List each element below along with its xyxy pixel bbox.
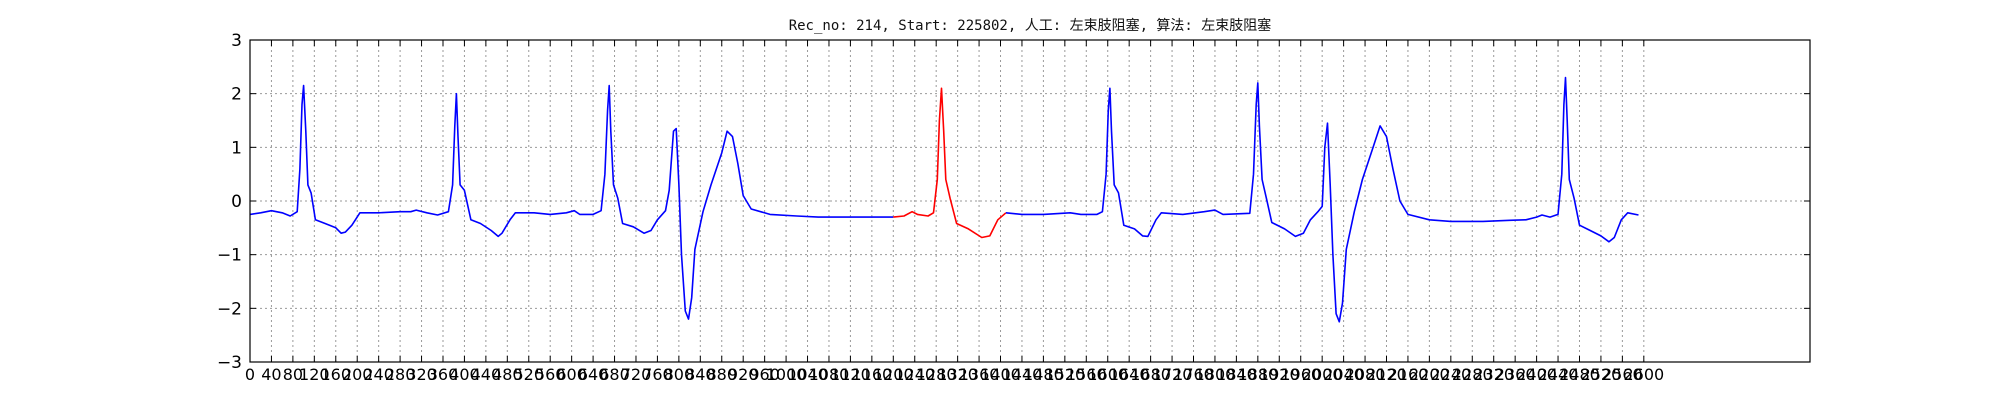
chart-title: Rec_no: 214, Start: 225802, 人工: 左束肢阻塞, 算… <box>789 17 1272 34</box>
x-tick-label: 640 <box>578 365 609 384</box>
x-tick-label: 1640 <box>1109 365 1150 384</box>
x-tick-label: 720 <box>621 365 652 384</box>
x-tick-label: 1720 <box>1152 365 1193 384</box>
x-tick-label: 2000 <box>1302 365 1343 384</box>
x-tick-label: 680 <box>599 365 630 384</box>
x-tick-label: 1320 <box>937 365 978 384</box>
x-tick-label: 760 <box>642 365 673 384</box>
x-tick-label: 0 <box>245 365 255 384</box>
x-tick-label: 240 <box>363 365 394 384</box>
x-tick-label: 1800 <box>1195 365 1236 384</box>
x-tick-label: 2360 <box>1495 365 1536 384</box>
x-tick-label: 2040 <box>1323 365 1364 384</box>
y-tick-label: −3 <box>217 353 242 373</box>
x-tick-label: 2240 <box>1430 365 1471 384</box>
x-tick-label: 1880 <box>1237 365 1278 384</box>
x-tick-label: 1560 <box>1066 365 1107 384</box>
x-tick-label: 120 <box>299 365 330 384</box>
x-tick-label: 40 <box>261 365 281 384</box>
x-tick-label: 280 <box>385 365 416 384</box>
x-tick-label: 480 <box>492 365 523 384</box>
y-tick-label: 0 <box>231 192 242 212</box>
x-tick-label: 1760 <box>1173 365 1214 384</box>
x-tick-label: 2120 <box>1366 365 1407 384</box>
x-tick-label: 960 <box>749 365 780 384</box>
x-tick-label: 1360 <box>959 365 1000 384</box>
x-tick-label: 400 <box>449 365 480 384</box>
x-tick-label: 840 <box>685 365 716 384</box>
x-tick-label: 2400 <box>1516 365 1557 384</box>
x-tick-label: 1480 <box>1023 365 1064 384</box>
x-tick-label: 320 <box>406 365 437 384</box>
x-tick-label: 560 <box>535 365 566 384</box>
x-tick-label: 2560 <box>1602 365 1643 384</box>
x-tick-label: 1600 <box>1087 365 1128 384</box>
plot-frame <box>249 39 1811 363</box>
x-tick-label: 1520 <box>1044 365 1085 384</box>
x-tick-label: 800 <box>664 365 695 384</box>
x-tick-label: 2280 <box>1452 365 1493 384</box>
x-tick-label: 1040 <box>787 365 828 384</box>
x-tick-label: 1000 <box>766 365 807 384</box>
x-tick-label: 1240 <box>894 365 935 384</box>
y-tick-label: −2 <box>217 299 242 319</box>
ecg-series-line-3 <box>1005 76 1639 323</box>
x-tick-label: 1280 <box>916 365 957 384</box>
y-tick-label: −1 <box>217 246 242 266</box>
x-tick-label: 80 <box>283 365 303 384</box>
x-tick-label: 2320 <box>1473 365 1514 384</box>
x-tick-label: 1400 <box>980 365 1021 384</box>
x-tick-label: 160 <box>320 365 351 384</box>
y-tick-label: 2 <box>231 85 242 105</box>
x-tick-label: 1080 <box>809 365 850 384</box>
tick-layer <box>249 39 1810 363</box>
series-layer <box>249 76 1639 323</box>
x-tick-label: 2480 <box>1559 365 1600 384</box>
x-tick-label: 2440 <box>1538 365 1579 384</box>
x-tick-label: 2200 <box>1409 365 1450 384</box>
x-tick-label: 920 <box>728 365 759 384</box>
x-tick-label: 880 <box>706 365 737 384</box>
x-tick-label: 1920 <box>1259 365 1300 384</box>
x-tick-label: 1960 <box>1280 365 1321 384</box>
x-tick-label: 2600 <box>1623 365 1664 384</box>
y-tick-label: 3 <box>231 31 242 51</box>
x-tick-label: 1160 <box>851 365 892 384</box>
x-tick-label: 2520 <box>1581 365 1622 384</box>
x-tick-label: 2160 <box>1388 365 1429 384</box>
y-tick-label: 1 <box>231 138 242 158</box>
x-tick-label: 440 <box>471 365 502 384</box>
x-tick-label: 600 <box>556 365 587 384</box>
x-tick-label: 1840 <box>1216 365 1257 384</box>
x-tick-label: 1120 <box>830 365 871 384</box>
x-tick-label: 1680 <box>1130 365 1171 384</box>
x-tick-label: 200 <box>342 365 373 384</box>
ecg-series-line-2 <box>893 87 1007 239</box>
x-tick-label: 360 <box>428 365 459 384</box>
ecg-series-line-1 <box>249 84 894 320</box>
x-tick-label: 2080 <box>1345 365 1386 384</box>
x-tick-label: 520 <box>513 365 544 384</box>
x-tick-label: 1440 <box>1002 365 1043 384</box>
x-tick-label: 1200 <box>873 365 914 384</box>
grid-layer <box>250 40 1810 362</box>
